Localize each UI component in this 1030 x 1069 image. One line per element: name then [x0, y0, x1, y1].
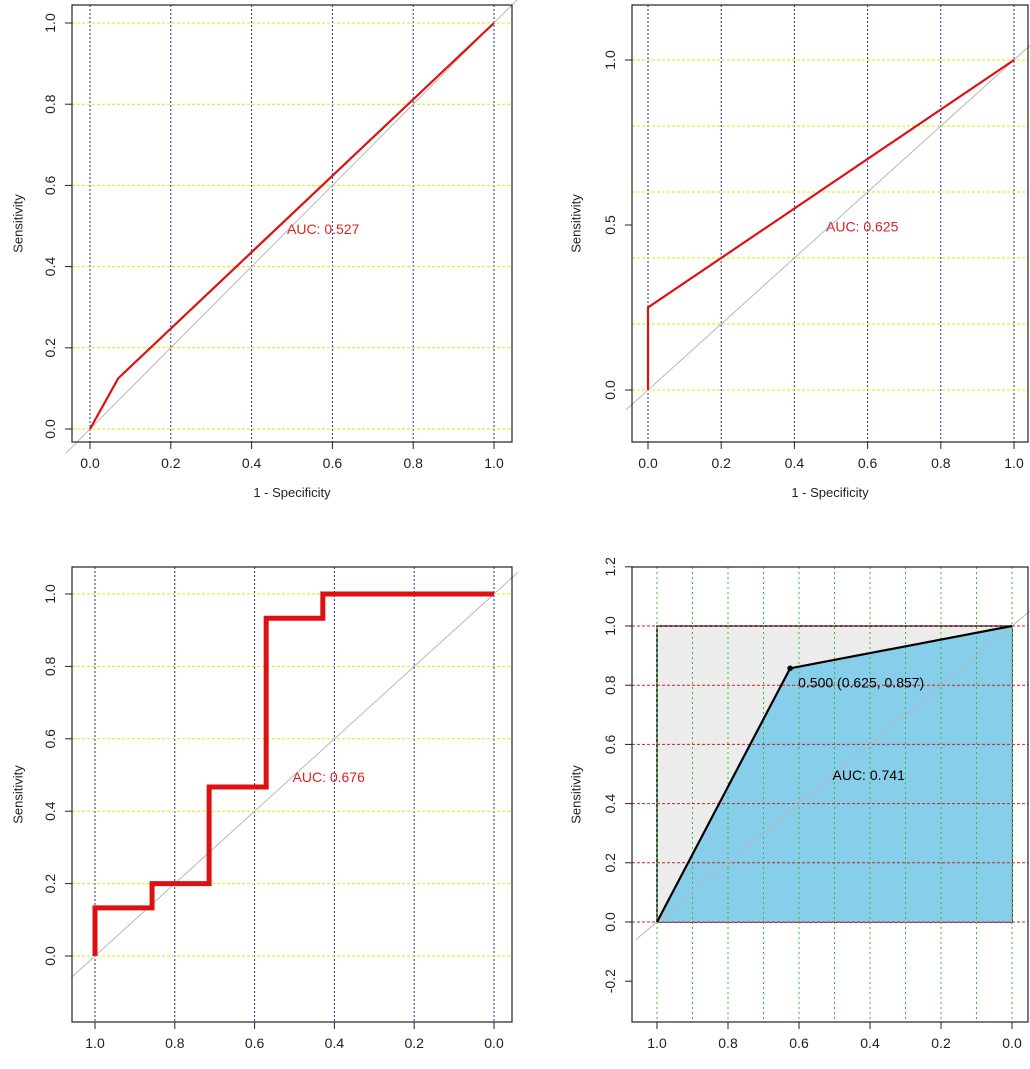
x-axis-title: 1 - Specificity [253, 485, 331, 500]
y-axis-title: Sensitivity [11, 765, 26, 824]
roc-panel-4: 0.500 (0.625, 0.857) AUC: 0.741 1.0 0.8 0.6 0… [569, 557, 1030, 1064]
y-tick-label: 0.0 [42, 946, 58, 966]
y-tick-label: -0.2 [602, 969, 618, 993]
y-axis-title: Sensitivity [569, 765, 584, 824]
roc-panel-1: AUC: 0.527 0.0 0.2 0.4 0.6 0.8 1.0 0.0 0.2 0.4 0.6… [11, 0, 519, 500]
x-axis-title: 1 - Specificity [791, 485, 869, 500]
y-tick-label: 0.4 [42, 257, 58, 277]
x-tick-label: 0.4 [860, 1035, 880, 1051]
y-tick-label: 1.2 [602, 557, 618, 577]
y-tick-label: 0.0 [602, 380, 618, 400]
x-tick-label: 1.0 [85, 1035, 105, 1051]
x-tick-label: 0.8 [718, 1035, 738, 1051]
y-tick-label: 0.0 [42, 419, 58, 439]
x-tick-label: 0.4 [242, 455, 262, 471]
x-tick-label: 0.0 [484, 1035, 504, 1051]
plot-frame [72, 567, 512, 1022]
y-axis-title: Sensitivity [11, 194, 26, 253]
x-tick-label: 0.0 [80, 455, 100, 471]
x-tick-label: 0.8 [403, 455, 423, 471]
roc-panel-3: AUC: 0.676 1.0 0.8 0.6 0.4 0.2 0.0 0.0 0.2 0.4 0.6… [11, 567, 518, 1064]
auc-label: AUC: 0.676 [293, 769, 366, 785]
y-tick-label: 0.4 [602, 794, 618, 814]
y-tick-label: 0.8 [42, 94, 58, 114]
y-tick-label: 0.8 [42, 656, 58, 676]
x-tick-label: 1.0 [1004, 455, 1024, 471]
y-tick-label: 0.6 [42, 729, 58, 749]
x-tick-label: 0.2 [711, 455, 731, 471]
x-tick-label: 0.6 [245, 1035, 265, 1051]
x-tick-label: 0.0 [1002, 1035, 1022, 1051]
y-tick-label: 0.2 [42, 338, 58, 358]
x-tick-label: 0.2 [161, 455, 181, 471]
y-axis-title: Sensitivity [569, 194, 584, 253]
y-tick-label: 1.0 [602, 50, 618, 70]
threshold-label: 0.500 (0.625, 0.857) [798, 674, 924, 690]
x-tick-label: 1.0 [647, 1035, 667, 1051]
y-tick-label: 0.5 [602, 215, 618, 235]
y-tick-label: 0.4 [42, 801, 58, 821]
x-tick-label: 0.0 [638, 455, 658, 471]
y-tick-label: 1.0 [42, 584, 58, 604]
auc-label: AUC: 0.741 [833, 767, 906, 783]
x-tick-label: 0.4 [785, 455, 805, 471]
y-tick-label: 0.6 [42, 175, 58, 195]
threshold-point [787, 666, 793, 672]
y-tick-label: 0.6 [602, 734, 618, 754]
auc-label: AUC: 0.625 [826, 219, 899, 235]
auc-label: AUC: 0.527 [287, 221, 360, 237]
x-tick-label: 0.2 [931, 1035, 951, 1051]
y-tick-label: 1.0 [602, 616, 618, 636]
y-tick-label: 0.2 [42, 874, 58, 894]
y-tick-label: 0.8 [602, 675, 618, 695]
x-tick-label: 0.8 [931, 455, 951, 471]
x-tick-label: 0.2 [404, 1035, 424, 1051]
y-tick-label: 0.0 [602, 912, 618, 932]
x-tick-label: 1.0 [484, 455, 504, 471]
x-tick-label: 0.6 [858, 455, 878, 471]
y-tick-label: 1.0 [42, 13, 58, 33]
roc-panel-2: AUC: 0.625 0.0 0.2 0.4 0.6 0.8 1.0 0.0 0.5 1.0 1 -… [569, 5, 1030, 500]
x-tick-label: 0.6 [789, 1035, 809, 1051]
x-tick-label: 0.8 [165, 1035, 185, 1051]
x-tick-label: 0.6 [323, 455, 343, 471]
x-tick-label: 0.4 [325, 1035, 345, 1051]
y-tick-label: 0.2 [602, 853, 618, 873]
